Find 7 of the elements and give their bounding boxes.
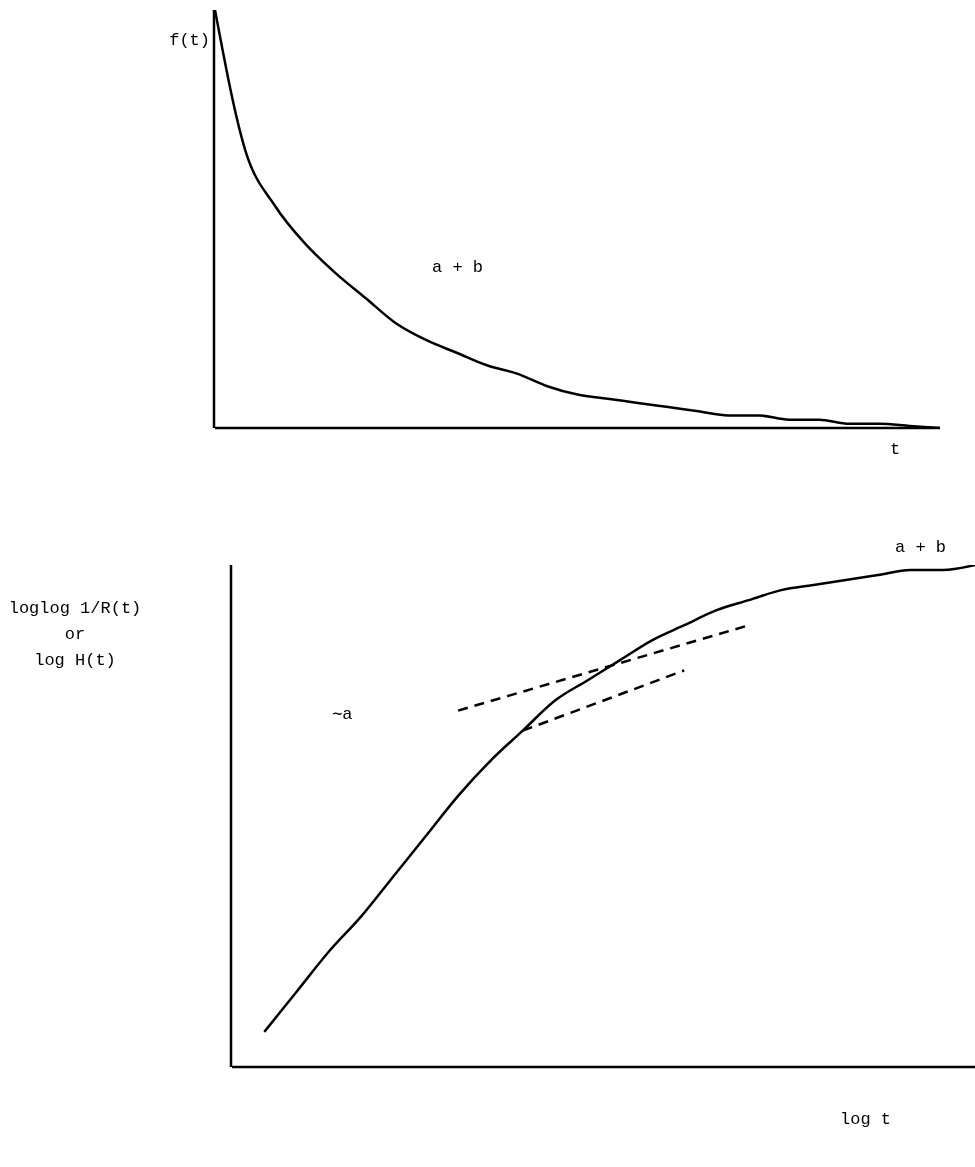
y-axis-title: f(t) xyxy=(169,31,210,50)
annotation: ∼a xyxy=(332,705,353,724)
text: a + b xyxy=(895,538,947,557)
x-axis-title: t xyxy=(890,440,901,459)
y-axis-title: loglog 1/R(t) or log H(t) xyxy=(8,599,142,670)
x-axis-title: log t xyxy=(840,1110,892,1129)
annotation: a + b xyxy=(432,258,484,277)
